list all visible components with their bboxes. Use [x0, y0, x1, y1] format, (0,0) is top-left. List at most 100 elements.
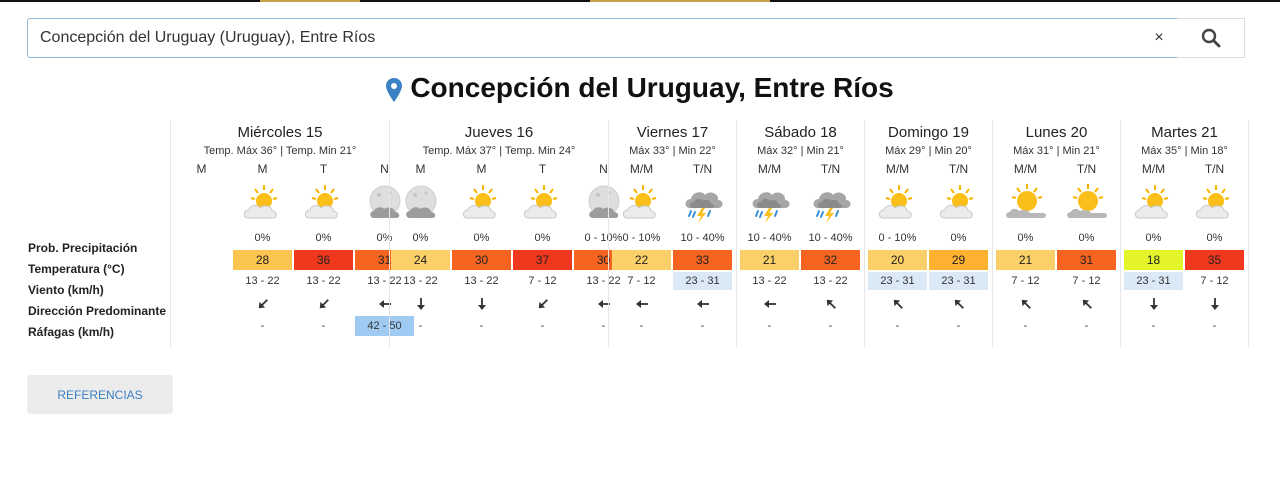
wind-direction-cell	[573, 294, 634, 314]
day-temps: Temp. Máx 36° | Temp. Min 21°	[203, 145, 357, 157]
gust-cell: -	[479, 320, 484, 332]
row-label: Temperatura (°C)	[28, 262, 125, 276]
wind-direction-arrow-icon	[1210, 298, 1219, 310]
temperature-cell: 29	[929, 250, 988, 270]
wind-direction-cell	[1123, 294, 1184, 314]
wind-direction-arrow-icon	[763, 300, 776, 308]
precipitation-probability: 0 - 10%	[622, 232, 661, 244]
precipitation-probability: 0%	[376, 232, 393, 244]
sun-cloud-icon	[451, 182, 512, 228]
period-label: N	[380, 162, 389, 176]
references-button[interactable]: REFERENCIAS	[27, 375, 173, 414]
day-name: Sábado 18	[764, 124, 837, 141]
gust-cell: -	[260, 320, 265, 332]
wind-direction-cell	[1184, 294, 1245, 314]
search-button[interactable]	[1177, 18, 1245, 58]
wind-speed-cell: 23 - 31	[868, 272, 927, 290]
wind-speed-cell	[172, 272, 231, 290]
row-label: Ráfagas (km/h)	[28, 325, 115, 339]
page-title: Concepción del Uruguay, Entre Ríos	[0, 72, 1280, 104]
temperature-cell: 21	[740, 250, 799, 270]
gust-cell	[172, 316, 231, 336]
period-column: T/N 0% 29 23 - 31 -	[928, 162, 989, 347]
period-column: T 0% 37 7 - 12 -	[512, 162, 573, 347]
gust-cell: -	[418, 320, 423, 332]
day-column: Domingo 19 Máx 29° | Min 20° M/M 0 - 10% 20 2…	[864, 120, 992, 347]
sun-cloud-icon	[611, 182, 672, 228]
period-label: T/N	[820, 162, 841, 176]
period-column: M/M 0 - 10% 20 23 - 31 -	[867, 162, 928, 347]
wind-direction-cell	[171, 294, 232, 314]
gust-cell: -	[767, 320, 772, 332]
day-temps: Máx 29° | Min 20°	[885, 145, 972, 157]
moon-cloud-icon	[573, 182, 634, 228]
wind-speed-cell: 7 - 12	[1072, 275, 1101, 287]
day-name: Domingo 19	[888, 124, 969, 141]
wind-direction-cell	[928, 294, 989, 314]
period-column: M/M 0 - 10% 22 7 - 12 -	[611, 162, 672, 347]
gust-cell: 42 - 50	[355, 316, 414, 336]
wind-speed-cell: 13 - 22	[586, 275, 621, 287]
period-label: M	[196, 162, 207, 176]
period-label: T/N	[1076, 162, 1097, 176]
period-column: M/M 0% 18 23 - 31 -	[1123, 162, 1184, 347]
gust-cell: -	[1084, 320, 1089, 332]
gust-cell: -	[639, 320, 644, 332]
gust-cell: -	[956, 320, 961, 332]
row-label: Viento (km/h)	[28, 283, 104, 297]
wind-direction-arrow-icon	[597, 300, 610, 308]
wind-direction-arrow-icon	[538, 299, 548, 309]
gust-cell: -	[1151, 320, 1156, 332]
sun-grey-cloud-icon	[995, 182, 1056, 228]
gust-cell: -	[828, 320, 833, 332]
wind-direction-cell	[800, 294, 861, 314]
gust-cell: -	[540, 320, 545, 332]
temperature-cell: 22	[612, 250, 671, 270]
wind-direction-arrow-icon	[378, 300, 391, 308]
precipitation-probability: 10 - 40%	[680, 232, 725, 244]
wind-speed-cell: 7 - 12	[528, 275, 557, 287]
day-column: Sábado 18 Máx 32° | Min 21° M/M 10 - 40% 21 1…	[736, 120, 864, 347]
wind-speed-cell: 7 - 12	[1011, 275, 1040, 287]
clear-search-button[interactable]: ×	[1154, 29, 1164, 46]
forecast-table: Miércoles 15 Temp. Máx 36° | Temp. Min 21…	[170, 120, 1249, 347]
sun-cloud-icon	[1184, 182, 1245, 228]
search-input[interactable]	[40, 19, 1140, 57]
period-label: M/M	[1013, 162, 1038, 176]
period-column: T/N 10 - 40% 32 13 - 22 -	[800, 162, 861, 347]
page-title-text: Concepción del Uruguay, Entre Ríos	[410, 72, 894, 103]
wind-direction-cell	[867, 294, 928, 314]
precipitation-probability: 0%	[950, 232, 967, 244]
precipitation-probability: 0 - 10%	[584, 232, 623, 244]
wind-direction-cell	[451, 294, 512, 314]
temperature-cell	[172, 250, 231, 270]
temperature-cell: 30	[452, 250, 511, 270]
period-column: M/M 10 - 40% 21 13 - 22 -	[739, 162, 800, 347]
row-label: Prob. Precipitación	[28, 241, 138, 255]
temperature-cell: 31	[1057, 250, 1116, 270]
wind-speed-cell: 13 - 22	[403, 275, 438, 287]
precipitation-probability: 0 - 10%	[878, 232, 917, 244]
temperature-cell: 35	[1185, 250, 1244, 270]
period-column: M 0% 24 13 - 22 -	[390, 162, 451, 347]
wind-speed-cell: 13 - 22	[813, 275, 848, 287]
wind-speed-cell: 23 - 31	[1124, 272, 1183, 290]
wind-speed-cell: 23 - 31	[929, 272, 988, 290]
sun-cloud-icon	[928, 182, 989, 228]
wind-direction-cell	[739, 294, 800, 314]
wind-speed-cell: 13 - 22	[306, 275, 341, 287]
wind-direction-arrow-icon	[319, 299, 329, 309]
row-labels: Prob. Precipitación Temperatura (°C) Vient…	[28, 238, 166, 343]
temperature-cell: 18	[1124, 250, 1183, 270]
day-column: Jueves 16 Temp. Máx 37° | Temp. Min 24° M 0…	[389, 120, 633, 347]
day-name: Lunes 20	[1025, 124, 1088, 141]
wind-direction-cell	[232, 294, 293, 314]
temperature-cell: 24	[391, 250, 450, 270]
period-label: M	[257, 162, 268, 176]
day-temps: Máx 31° | Min 21°	[1013, 145, 1100, 157]
empty-icon-slot	[171, 182, 232, 228]
period-label: T/N	[1204, 162, 1225, 176]
wind-direction-cell	[293, 294, 354, 314]
wind-direction-arrow-icon	[477, 298, 486, 310]
period-label: M/M	[885, 162, 910, 176]
